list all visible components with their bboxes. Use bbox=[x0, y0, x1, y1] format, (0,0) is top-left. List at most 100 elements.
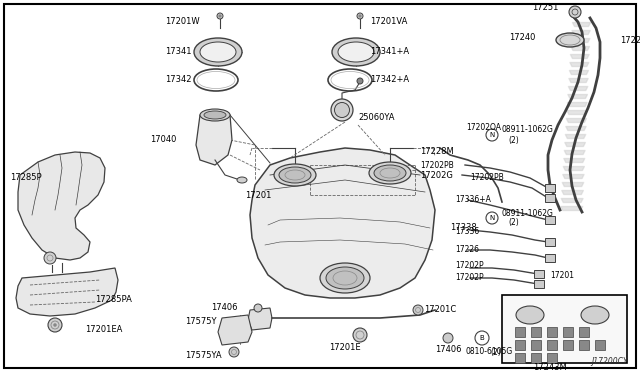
Bar bbox=[547, 340, 557, 350]
Bar bbox=[563, 340, 573, 350]
Ellipse shape bbox=[274, 164, 316, 186]
Circle shape bbox=[54, 324, 56, 327]
Circle shape bbox=[357, 13, 363, 19]
Bar bbox=[515, 340, 525, 350]
Bar bbox=[545, 194, 555, 202]
Text: 17575Y: 17575Y bbox=[185, 317, 216, 327]
Text: (2): (2) bbox=[508, 218, 519, 228]
Bar bbox=[547, 353, 557, 363]
Circle shape bbox=[443, 333, 453, 343]
Ellipse shape bbox=[369, 162, 411, 184]
Bar bbox=[579, 327, 589, 337]
Circle shape bbox=[48, 318, 62, 332]
Ellipse shape bbox=[326, 267, 364, 289]
Text: 17406: 17406 bbox=[211, 304, 238, 312]
Text: 17240: 17240 bbox=[509, 33, 535, 42]
Text: 17341: 17341 bbox=[165, 48, 191, 57]
Bar bbox=[531, 340, 541, 350]
Polygon shape bbox=[196, 115, 232, 165]
Polygon shape bbox=[218, 315, 252, 345]
Text: 17336+A: 17336+A bbox=[455, 196, 491, 205]
Text: 17575YA: 17575YA bbox=[185, 352, 221, 360]
Text: J17200CY: J17200CY bbox=[591, 357, 628, 366]
Text: N: N bbox=[490, 215, 495, 221]
Bar bbox=[531, 327, 541, 337]
Text: 17201C: 17201C bbox=[424, 305, 456, 314]
Ellipse shape bbox=[581, 306, 609, 324]
Text: 08911-1062G: 08911-1062G bbox=[502, 208, 554, 218]
Circle shape bbox=[353, 328, 367, 342]
Ellipse shape bbox=[320, 263, 370, 293]
Ellipse shape bbox=[335, 103, 349, 118]
Text: N: N bbox=[490, 132, 495, 138]
Text: 08911-1062G: 08911-1062G bbox=[502, 125, 554, 135]
Text: 17338: 17338 bbox=[450, 224, 477, 232]
Bar bbox=[502, 295, 627, 363]
Text: 17285P: 17285P bbox=[10, 173, 42, 183]
Text: (2): (2) bbox=[490, 347, 500, 356]
Circle shape bbox=[229, 347, 239, 357]
Text: 17201: 17201 bbox=[550, 270, 574, 279]
Text: B: B bbox=[479, 335, 484, 341]
Polygon shape bbox=[248, 308, 272, 330]
Text: 17201E: 17201E bbox=[329, 343, 361, 353]
Bar bbox=[534, 280, 544, 288]
Polygon shape bbox=[18, 152, 105, 260]
Text: 17226: 17226 bbox=[455, 246, 479, 254]
Circle shape bbox=[357, 78, 363, 84]
Ellipse shape bbox=[556, 33, 584, 47]
Text: (2): (2) bbox=[508, 135, 519, 144]
Ellipse shape bbox=[516, 306, 544, 324]
Text: 17202P: 17202P bbox=[455, 273, 484, 282]
Bar bbox=[545, 238, 555, 246]
Ellipse shape bbox=[279, 167, 311, 183]
Ellipse shape bbox=[194, 38, 242, 66]
Text: 17202G: 17202G bbox=[420, 170, 453, 180]
Bar bbox=[515, 327, 525, 337]
Ellipse shape bbox=[332, 38, 380, 66]
Text: 17243M: 17243M bbox=[533, 363, 567, 372]
Text: 17201VA: 17201VA bbox=[370, 17, 408, 26]
Text: 17201: 17201 bbox=[245, 190, 271, 199]
Text: 17228M: 17228M bbox=[420, 148, 454, 157]
Bar bbox=[595, 340, 605, 350]
Polygon shape bbox=[250, 148, 435, 298]
Text: 17285PA: 17285PA bbox=[95, 295, 132, 305]
Ellipse shape bbox=[374, 165, 406, 181]
Bar bbox=[515, 353, 525, 363]
Circle shape bbox=[413, 305, 423, 315]
Text: 17202OA: 17202OA bbox=[466, 124, 501, 132]
Bar bbox=[579, 340, 589, 350]
Text: 17202PB: 17202PB bbox=[420, 160, 454, 170]
Text: 17202PB: 17202PB bbox=[470, 173, 504, 183]
Text: 25060YA: 25060YA bbox=[358, 113, 394, 122]
Text: 17201W: 17201W bbox=[165, 17, 200, 26]
Ellipse shape bbox=[204, 111, 226, 119]
Text: 17336: 17336 bbox=[455, 228, 479, 237]
Ellipse shape bbox=[237, 177, 247, 183]
Circle shape bbox=[217, 13, 223, 19]
Bar bbox=[534, 270, 544, 278]
Bar bbox=[545, 254, 555, 262]
Text: 17220Q: 17220Q bbox=[620, 35, 640, 45]
Ellipse shape bbox=[331, 99, 353, 121]
Text: 0810-6105G: 0810-6105G bbox=[465, 347, 512, 356]
Circle shape bbox=[569, 6, 581, 18]
Ellipse shape bbox=[200, 109, 230, 121]
Circle shape bbox=[44, 252, 56, 264]
Circle shape bbox=[254, 304, 262, 312]
Text: 17341+A: 17341+A bbox=[370, 48, 409, 57]
Text: 17040: 17040 bbox=[150, 135, 177, 144]
Bar bbox=[545, 184, 555, 192]
Text: 17201EA: 17201EA bbox=[85, 326, 122, 334]
Ellipse shape bbox=[338, 42, 374, 62]
Bar bbox=[547, 327, 557, 337]
Bar bbox=[531, 353, 541, 363]
Text: 17342: 17342 bbox=[165, 76, 191, 84]
Text: 17251: 17251 bbox=[532, 3, 558, 13]
Bar bbox=[563, 327, 573, 337]
Polygon shape bbox=[16, 268, 118, 316]
Text: 17202P: 17202P bbox=[455, 260, 484, 269]
Ellipse shape bbox=[200, 42, 236, 62]
Bar bbox=[545, 216, 555, 224]
